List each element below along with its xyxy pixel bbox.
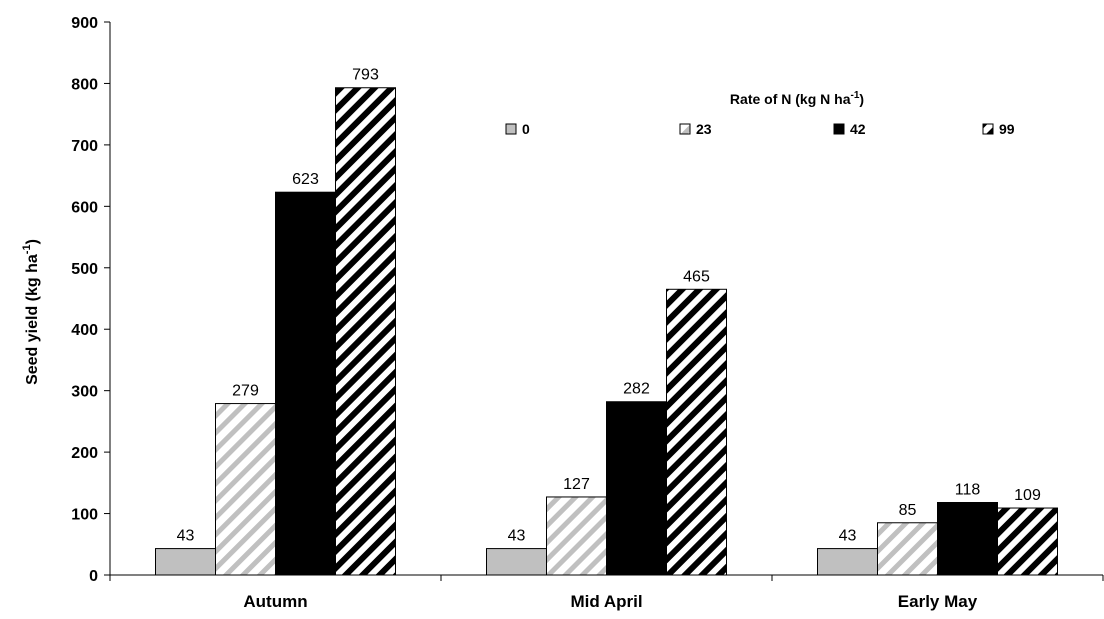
data-label: 43 (508, 528, 526, 545)
data-label: 43 (177, 528, 195, 545)
y-tick-label: 400 (71, 322, 98, 339)
y-tick-label: 100 (71, 507, 98, 524)
y-axis: 0 100 200 300 400 500 600 700 800 900 (71, 15, 111, 585)
y-tick-label: 500 (71, 261, 98, 278)
bar-99-early-may (997, 507, 1058, 576)
y-tick-label: 800 (71, 76, 98, 93)
legend: Rate of N (kg N ha-1) 0 23 42 99 (505, 90, 1015, 137)
legend-title: Rate of N (kg N ha-1) (730, 90, 864, 107)
bar-0-mid-april (486, 548, 547, 576)
bar-0-autumn (155, 548, 216, 576)
bar-42-autumn (275, 191, 336, 576)
data-label: 43 (839, 528, 857, 545)
data-label: 118 (955, 481, 981, 498)
x-tick-label: Autumn (243, 592, 307, 611)
y-tick-label: 600 (71, 199, 98, 216)
data-label: 109 (1014, 487, 1041, 504)
bar-23-mid-april (546, 496, 607, 576)
legend-swatch (833, 123, 845, 135)
data-label: 127 (563, 476, 590, 493)
x-tick-label: Mid April (570, 592, 642, 611)
y-tick-label: 0 (89, 568, 98, 585)
bar-99-mid-april (666, 288, 727, 576)
legend-label: 23 (696, 121, 712, 137)
data-label: 793 (352, 67, 379, 84)
legend-swatch (982, 123, 994, 135)
legend-label: 99 (999, 121, 1015, 137)
legend-label: 0 (522, 121, 530, 137)
bars (155, 87, 1058, 576)
bar-23-early-may (877, 522, 938, 576)
bar-99-autumn (335, 87, 396, 576)
x-tick-label: Early May (898, 592, 978, 611)
legend-swatch (505, 123, 517, 135)
data-label: 279 (232, 383, 259, 400)
y-tick-label: 300 (71, 384, 98, 401)
bar-42-early-may (937, 501, 998, 576)
x-axis: Autumn Mid April Early May (109, 574, 1104, 611)
y-tick-label: 700 (71, 138, 98, 155)
data-label: 623 (292, 171, 319, 188)
bar-42-mid-april (606, 401, 667, 576)
y-axis-label: Seed yield (kg ha-1) (21, 239, 41, 385)
y-tick-label: 200 (71, 445, 98, 462)
bar-0-early-may (817, 548, 878, 576)
legend-label: 42 (850, 121, 866, 137)
data-label: 465 (683, 268, 710, 285)
data-label: 282 (623, 381, 650, 398)
legend-swatch (679, 123, 691, 135)
y-tick-label: 900 (71, 15, 98, 32)
data-labels: 43 279 623 793 43 127 282 465 43 85 118 109 (177, 67, 1041, 545)
bar-23-autumn (215, 403, 276, 576)
data-label: 85 (899, 502, 917, 519)
